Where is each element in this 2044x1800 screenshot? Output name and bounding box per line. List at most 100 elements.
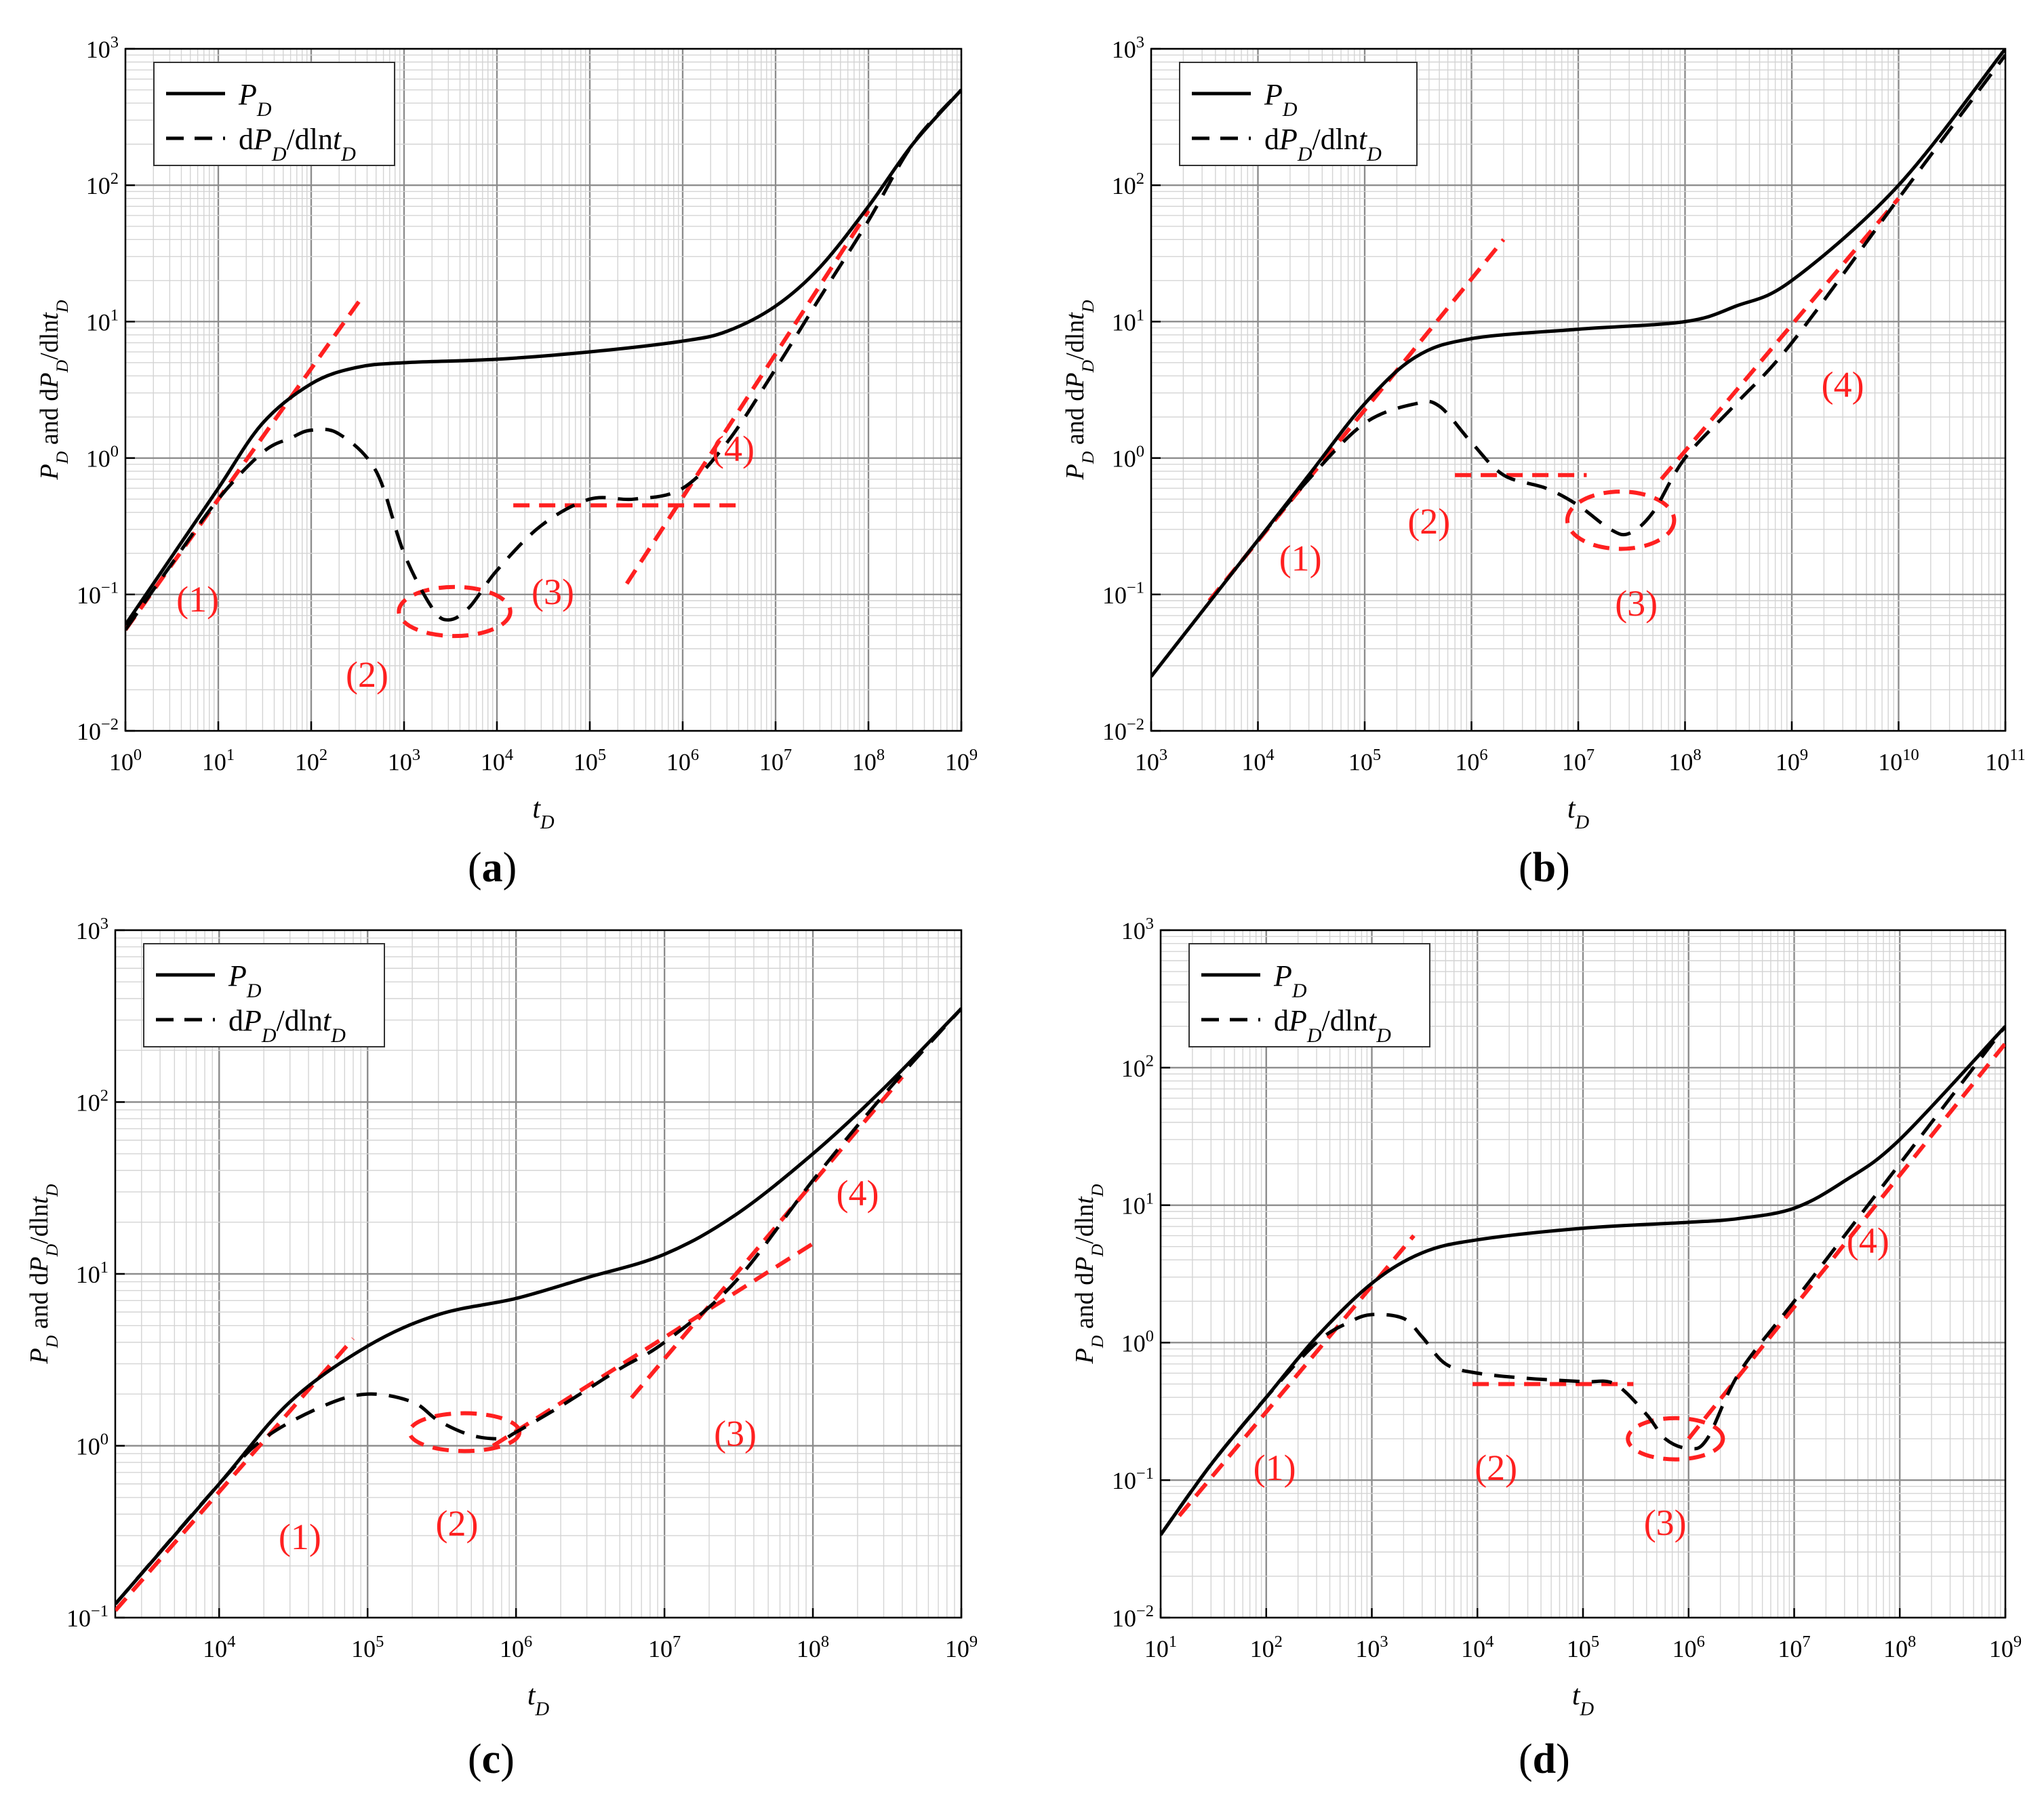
x-tick-label: 103 <box>388 746 420 776</box>
x-tick-label: 109 <box>1989 1633 2022 1662</box>
series-dpd-line <box>1256 54 2005 542</box>
x-tick-label: 105 <box>1567 1633 1599 1662</box>
fit-line <box>1660 197 1900 481</box>
x-tick-label: 105 <box>574 746 606 776</box>
grid-a <box>124 47 963 732</box>
y-axis-label: PD and dPD/dlntD <box>1070 1184 1107 1364</box>
fit-line <box>115 1337 355 1612</box>
plot-area <box>125 88 961 639</box>
y-tick-label: 100 <box>1112 442 1144 472</box>
x-axis-label: tD <box>1567 793 1590 833</box>
region-label: (1) <box>1254 1447 1296 1488</box>
legend-label-pd: PD <box>228 959 262 1002</box>
x-tick-label: 103 <box>1355 1633 1388 1662</box>
x-tick-label: 101 <box>202 746 235 776</box>
y-tick-label: 101 <box>1112 306 1144 336</box>
x-tick-label: 1010 <box>1878 746 1919 776</box>
region-label: (4) <box>1847 1220 1889 1261</box>
x-axis-label: tD <box>1572 1680 1595 1720</box>
plot-frame <box>124 47 963 732</box>
y-tick-label: 102 <box>86 169 119 199</box>
caption-c: (c) <box>468 1736 515 1782</box>
y-tick-label: 102 <box>1121 1052 1154 1082</box>
region-label: (3) <box>714 1414 757 1454</box>
legend-label-dpd: dPD/dlntD <box>228 1004 346 1047</box>
legend-box <box>1179 62 1418 166</box>
x-tick-label: 109 <box>945 1633 978 1662</box>
y-tick-label: 100 <box>86 442 119 472</box>
series-dpd-line <box>125 88 961 631</box>
y-tick-label: 103 <box>1121 915 1154 944</box>
x-tick-label: 109 <box>945 746 978 776</box>
plot-area <box>1161 1025 2005 1536</box>
x-tick-label: 108 <box>1883 1633 1916 1662</box>
region-label: (1) <box>279 1517 321 1557</box>
series-dpd-line <box>1161 1025 2005 1536</box>
x-tick-label: 1011 <box>1985 746 2026 776</box>
fit-line <box>492 1241 814 1448</box>
legend-label-pd: PD <box>238 78 272 121</box>
fit-line <box>630 1075 904 1399</box>
legend-label-pd: PD <box>1273 959 1307 1002</box>
x-tick-label: 106 <box>1672 1633 1705 1662</box>
y-tick-label: 102 <box>1112 169 1144 199</box>
x-tick-label: 107 <box>648 1633 681 1662</box>
caption-a: (a) <box>468 845 517 891</box>
region-label: (2) <box>1407 501 1450 542</box>
fit-line <box>1687 1042 2005 1441</box>
chart-a: 100 101 102 103 104 105 106 107 108 109 10−2 10−1 10… <box>35 33 978 833</box>
legend-box <box>1188 943 1430 1047</box>
region-label: (4) <box>712 428 755 469</box>
series-dpd-line <box>115 1007 961 1605</box>
x-tick-label: 103 <box>1135 746 1167 776</box>
y-tick-label: 103 <box>86 33 119 63</box>
legend-label-dpd: dPD/dlntD <box>1264 123 1382 165</box>
region-ellipse <box>1565 489 1677 551</box>
x-tick-label: 108 <box>797 1633 829 1662</box>
x-tick-label: 107 <box>1562 746 1595 776</box>
fit-line <box>625 209 870 585</box>
region-ellipse <box>1626 1416 1725 1462</box>
region-label: (4) <box>1822 365 1864 405</box>
y-tick-label: 100 <box>1121 1327 1154 1357</box>
y-tick-label: 103 <box>1112 33 1144 63</box>
x-tick-label: 105 <box>351 1633 384 1662</box>
chart-b: 103 104 105 106 107 108 109 1010 1011 10−2 10−1 100… <box>1061 33 2026 833</box>
grid-b <box>1150 47 2007 732</box>
x-tick-label: 101 <box>1144 1633 1177 1662</box>
y-tick-label: 10−2 <box>77 715 119 745</box>
chart-c: 104 105 106 107 108 109 10−1 100 101 102 103 tD PD a… <box>25 915 978 1720</box>
y-tick-label: 10−1 <box>66 1602 108 1632</box>
x-tick-label: 108 <box>852 746 885 776</box>
x-tick-label: 102 <box>1250 1633 1283 1662</box>
region-label: (2) <box>436 1503 479 1544</box>
caption-b: (b) <box>1519 845 1570 891</box>
y-tick-label: 100 <box>76 1430 108 1460</box>
region-label: (3) <box>1644 1502 1687 1543</box>
legend-box <box>143 943 385 1047</box>
x-tick-label: 106 <box>1455 746 1487 776</box>
region-label: (4) <box>836 1173 879 1214</box>
plot-area <box>1151 49 2005 678</box>
region-label: (3) <box>1615 583 1658 624</box>
x-tick-label: 106 <box>500 1633 532 1662</box>
y-tick-label: 10−2 <box>1112 1602 1154 1632</box>
x-axis-label: tD <box>532 793 555 833</box>
legend-label-pd: PD <box>1264 78 1298 121</box>
x-axis-label: tD <box>527 1680 550 1720</box>
y-axis-label: PD and dPD/dlntD <box>1061 300 1098 480</box>
x-tick-label: 100 <box>109 746 142 776</box>
y-tick-label: 101 <box>76 1258 108 1288</box>
series-pd-line <box>1151 49 2005 678</box>
series-pd-line <box>125 88 961 626</box>
legend-label-dpd: dPD/dlntD <box>239 123 356 165</box>
y-tick-label: 101 <box>86 306 119 336</box>
x-tick-label: 108 <box>1668 746 1701 776</box>
fit-line <box>125 296 363 631</box>
region-ellipse <box>397 584 513 639</box>
legend-label-dpd: dPD/dlntD <box>1274 1004 1391 1047</box>
y-tick-label: 101 <box>1121 1189 1154 1219</box>
